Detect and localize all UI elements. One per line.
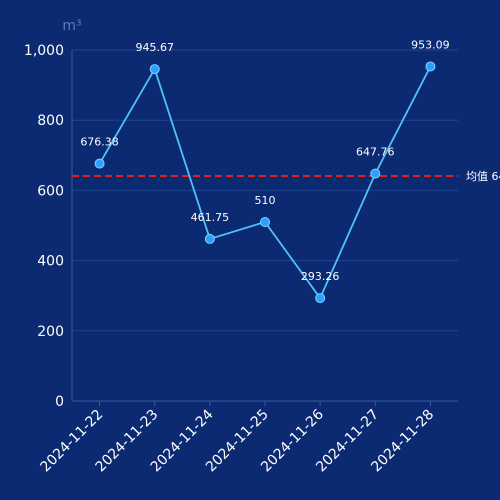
data-point [425,61,436,72]
data-label: 461.75 [191,211,230,224]
series-layer [94,61,436,304]
data-point [260,216,270,227]
y-tick-label: 800 [37,113,64,129]
data-label: 647.76 [356,146,395,159]
data-point [94,158,105,169]
y-tick-label: 1,000 [24,43,64,59]
data-label: 945.67 [135,41,174,54]
y-tick-label: 600 [37,183,64,199]
y-tick-label: 200 [37,324,64,340]
data-point [370,168,381,179]
data-label: 293.26 [301,270,340,283]
data-label: 953.09 [411,38,450,51]
data-label: 676.38 [80,136,119,149]
data-point [204,233,215,244]
data-point [315,293,326,304]
data-label: 510 [255,194,276,207]
data-point [149,64,160,75]
average-line-layer: 均值 641.13 [72,170,500,183]
y-tick-label: 400 [37,254,64,270]
grid-layer [72,49,458,332]
data-label-layer: 676.38 945.67 461.75 510 293.26 647.76 953.09 [80,38,449,283]
y-axis-unit-label: m³ [62,18,81,34]
y-tick-label: 0 [55,394,64,410]
average-line-label: 均值 641.13 [466,170,500,183]
